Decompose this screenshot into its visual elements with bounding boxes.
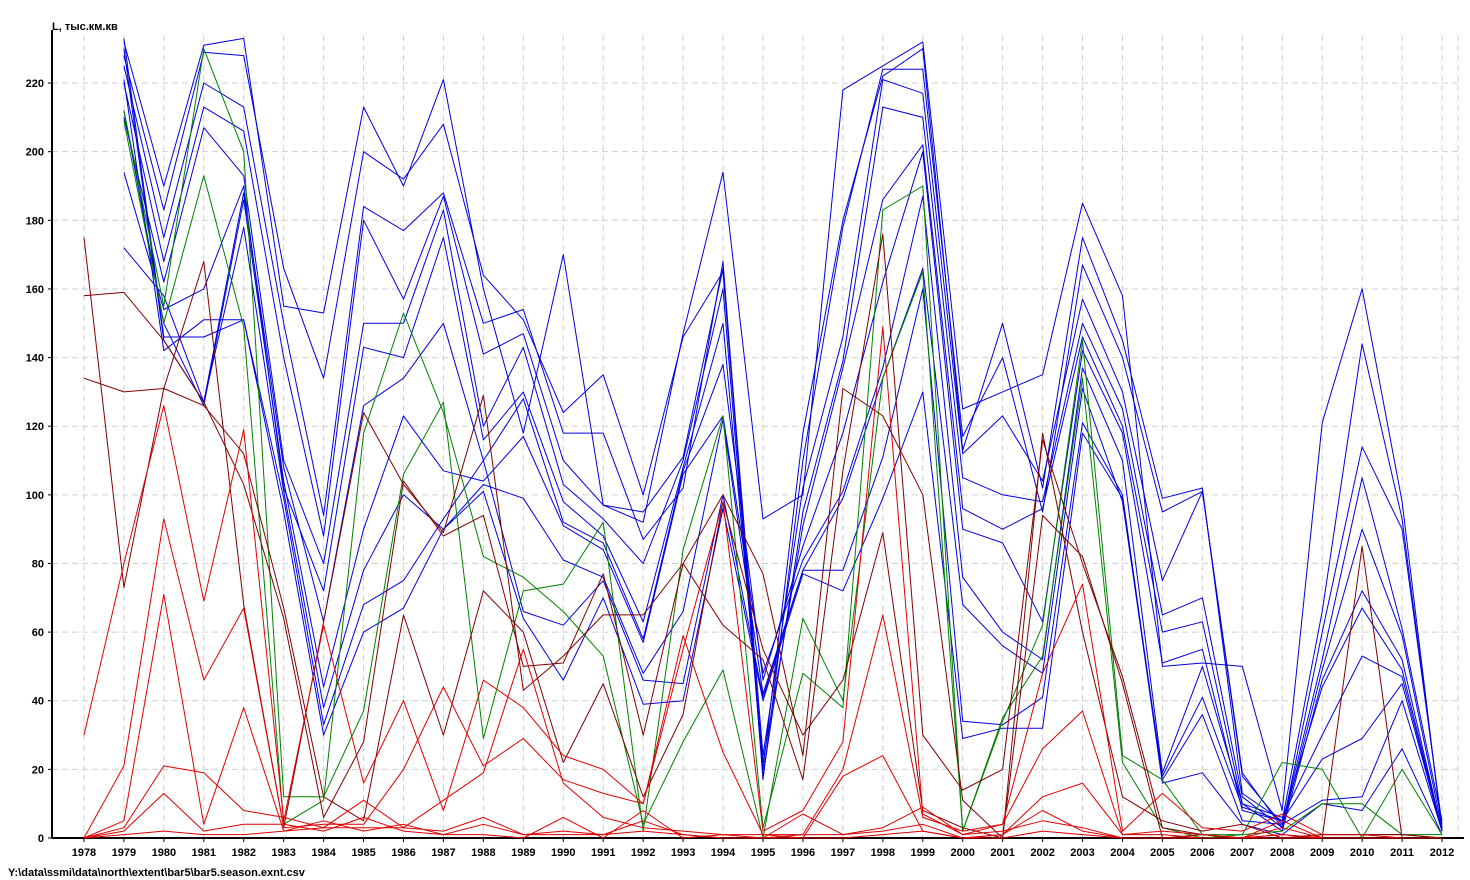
x-tick-label: 1983 xyxy=(271,847,295,859)
x-tick-label: 1991 xyxy=(591,847,615,859)
x-tick-label: 2006 xyxy=(1190,847,1214,859)
series-line-blue-10 xyxy=(123,79,1443,832)
series-layer xyxy=(83,37,1443,839)
series-line-blue-8 xyxy=(123,110,1443,832)
y-tick-label: 160 xyxy=(26,284,44,296)
x-tick-label: 1989 xyxy=(511,847,535,859)
series-line-blue-1 xyxy=(123,37,1443,832)
series-line-blue-7 xyxy=(123,151,1443,832)
series-line-red-17 xyxy=(83,326,1442,839)
x-tick-label: 1984 xyxy=(311,847,336,859)
x-tick-label: 1999 xyxy=(911,847,935,859)
x-tick-label: 2002 xyxy=(1030,847,1054,859)
y-tick-labels: 0 20 40 60 80 100 120 140 160 180 200 220 xyxy=(26,78,44,845)
x-tick-label: 2003 xyxy=(1070,847,1094,859)
series-line-blue-11 xyxy=(123,38,1443,836)
series-line-blue-4 xyxy=(123,79,1443,825)
y-tick-label: 20 xyxy=(32,764,44,776)
x-tick-label: 1986 xyxy=(391,847,415,859)
x-tick-label: 1981 xyxy=(192,847,216,859)
series-line-blue-9 xyxy=(123,48,1443,832)
x-tick-label: 1980 xyxy=(152,847,176,859)
series-line-green-13 xyxy=(123,120,1442,839)
file-path: Y:\data\ssmi\data\north\extent\bar5\bar5… xyxy=(8,867,306,879)
y-tick-label: 40 xyxy=(32,696,44,708)
x-tick-label: 2005 xyxy=(1150,847,1174,859)
x-tick-label: 1994 xyxy=(711,847,736,859)
x-tick-label: 1987 xyxy=(431,847,455,859)
x-tick-label: 1998 xyxy=(871,847,895,859)
y-tick-label: 60 xyxy=(32,627,44,639)
x-tick-label: 2009 xyxy=(1310,847,1334,859)
y-tick-label: 220 xyxy=(26,78,44,90)
y-tick-label: 0 xyxy=(38,833,44,845)
series-line-red-22 xyxy=(83,810,1442,839)
y-tick-label: 100 xyxy=(26,490,44,502)
x-tick-label: 2004 xyxy=(1110,847,1135,859)
x-tick-label: 1979 xyxy=(112,847,136,859)
x-tick-label: 1982 xyxy=(231,847,255,859)
series-line-green-12 xyxy=(123,48,1443,839)
x-tick-label: 1978 xyxy=(72,847,96,859)
y-tick-label: 180 xyxy=(26,215,44,227)
x-tick-label: 1992 xyxy=(631,847,655,859)
x-tick-label: 2008 xyxy=(1270,847,1294,859)
series-line-blue-2 xyxy=(123,48,1443,828)
x-tick-label: 2001 xyxy=(990,847,1014,859)
x-tick-label: 1985 xyxy=(351,847,375,859)
y-axis-label: L, тыс.км.кв xyxy=(52,21,118,33)
x-tick-label: 1993 xyxy=(671,847,695,859)
y-tick-label: 120 xyxy=(26,421,44,433)
x-tick-label: 2007 xyxy=(1230,847,1254,859)
x-tick-label: 1995 xyxy=(751,847,775,859)
series-line-blue-6 xyxy=(123,144,1443,832)
x-tick-label: 2012 xyxy=(1430,847,1454,859)
y-tick-label: 140 xyxy=(26,353,44,365)
x-tick-label: 2010 xyxy=(1350,847,1374,859)
x-tick-labels: 1978 1979 1980 1981 1982 1983 1984 1985 1986 1987… xyxy=(72,847,1455,859)
x-tick-label: 1997 xyxy=(831,847,855,859)
x-tick-label: 2011 xyxy=(1390,847,1414,859)
y-tick-label: 200 xyxy=(26,147,44,159)
x-tick-label: 1990 xyxy=(551,847,575,859)
x-tick-label: 1996 xyxy=(791,847,815,859)
y-tick-label: 80 xyxy=(32,558,44,570)
x-tick-label: 2000 xyxy=(950,847,974,859)
x-tick-label: 1988 xyxy=(471,847,495,859)
